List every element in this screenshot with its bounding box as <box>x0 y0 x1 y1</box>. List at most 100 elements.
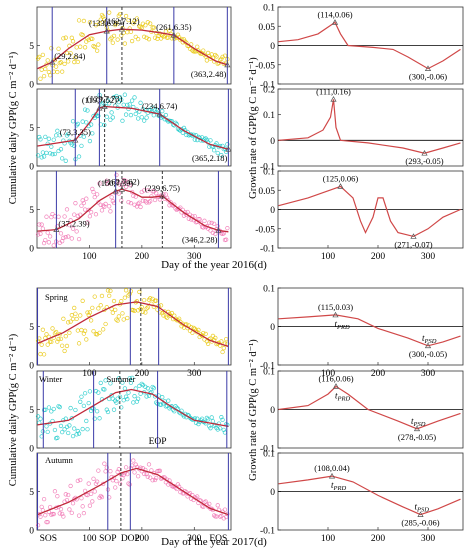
data-point <box>190 330 195 335</box>
data-point <box>116 314 121 319</box>
data-point <box>41 352 47 357</box>
y-tick-label: 0.05 <box>258 187 275 197</box>
data-point <box>55 69 60 75</box>
data-point <box>114 172 119 178</box>
data-point <box>75 59 80 65</box>
data-point <box>116 191 121 196</box>
data-point <box>47 234 53 239</box>
data-point <box>215 503 220 508</box>
data-point <box>44 150 49 156</box>
y-tick-label: 5 <box>29 488 34 498</box>
data-point <box>146 200 152 205</box>
data-point <box>69 416 74 421</box>
data-point <box>55 435 60 440</box>
data-point <box>60 511 65 517</box>
data-point <box>119 97 124 102</box>
annotation-marker <box>332 311 339 318</box>
data-point <box>195 44 200 49</box>
y-tick-label: -0.1 <box>260 527 275 537</box>
data-point <box>129 375 135 381</box>
data-point <box>97 416 102 421</box>
data-point <box>78 212 83 217</box>
data-point <box>84 120 89 125</box>
y-tick-label: 5 <box>29 406 34 416</box>
data-point <box>38 137 43 142</box>
data-point <box>97 181 102 186</box>
panel-r3: -0.1 -0.05 0 0.05 0.1 100 200 300 (125,0.06) (271… <box>255 168 464 262</box>
y-tick-label: 0 <box>29 163 34 173</box>
data-point <box>210 419 216 424</box>
data-point <box>108 117 113 122</box>
data-point <box>145 474 150 479</box>
data-point <box>125 102 130 108</box>
data-point <box>219 152 224 158</box>
data-point <box>102 387 107 392</box>
annotation-marker <box>96 104 103 111</box>
data-point <box>61 235 66 240</box>
data-point <box>78 399 83 404</box>
data-point <box>62 348 67 354</box>
data-point <box>82 328 88 333</box>
fitted-curve <box>37 388 229 428</box>
x-tick-label: 100 <box>82 252 97 262</box>
data-point <box>205 417 211 422</box>
data-point <box>66 430 71 436</box>
data-point <box>128 112 134 118</box>
data-point <box>203 421 208 426</box>
data-point <box>86 312 91 318</box>
data-point <box>52 57 58 63</box>
y-tick-label: -0.1 <box>260 81 275 91</box>
data-point <box>45 519 50 525</box>
y-tick-label: -0.1 <box>260 362 275 372</box>
data-point <box>225 225 230 231</box>
annotation-label: (363,2.48) <box>191 69 227 79</box>
data-point <box>132 95 137 100</box>
data-point <box>58 147 64 152</box>
data-point <box>117 481 123 486</box>
phase-label-eop: EOP <box>149 437 167 447</box>
data-point <box>145 188 150 193</box>
panel-l2: 0 5 (73,3.35) (119,7.52)(129,7.73) (234,6.74… <box>29 88 232 173</box>
data-point <box>92 489 97 494</box>
data-point <box>207 220 212 225</box>
data-point <box>139 304 144 310</box>
data-point <box>85 220 90 225</box>
data-point <box>44 214 49 219</box>
annotation-label: (300,-0.06) <box>409 72 447 82</box>
data-point <box>185 209 190 215</box>
tprd-label: tPRD <box>335 390 350 402</box>
data-point <box>134 16 140 21</box>
y-tick-label: 0 <box>29 245 34 255</box>
season-label-winter: Winter <box>39 374 62 384</box>
data-point <box>75 213 80 219</box>
data-point <box>111 407 117 412</box>
data-point <box>38 231 43 236</box>
data-point <box>62 61 67 67</box>
tpsd-label: tPSD <box>411 416 426 428</box>
annotation-marker <box>101 103 108 109</box>
annotation-label: (300,-0.05) <box>409 349 447 359</box>
data-point <box>122 41 128 46</box>
data-point <box>39 155 44 160</box>
data-point <box>67 330 72 335</box>
growth-rate-curve <box>278 385 461 430</box>
data-point <box>82 107 88 112</box>
data-point <box>172 409 177 414</box>
data-point <box>148 199 153 204</box>
y-tick-label: 0.1 <box>263 4 275 14</box>
annotation-label: (133,6.87) <box>89 18 125 28</box>
data-point <box>163 112 169 118</box>
y-tick-label: -0.1 <box>260 445 275 455</box>
data-point <box>57 133 62 138</box>
data-point <box>133 462 138 467</box>
data-point <box>132 470 137 475</box>
data-point <box>88 209 94 215</box>
x-tick-label: 100 <box>82 369 97 379</box>
panel-l3: 0 5 100 200 300 (37,2.39) (150,7.39)(162,7.62)… <box>29 170 232 262</box>
data-point <box>43 66 48 72</box>
y-tick-label: 0 <box>270 406 275 416</box>
data-point <box>72 143 77 148</box>
data-point <box>151 113 156 118</box>
data-point <box>152 35 158 40</box>
data-point <box>41 154 47 159</box>
